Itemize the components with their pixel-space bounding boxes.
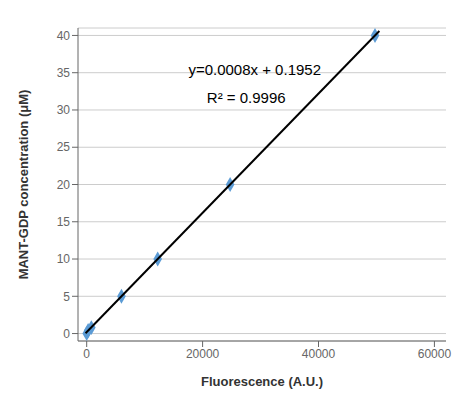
svg-text:5: 5: [63, 290, 70, 304]
svg-text:Fluorescence (A.U.): Fluorescence (A.U.): [201, 374, 323, 389]
html-text:R² = 0.9996: R² = 0.9996: [206, 88, 286, 106]
svg-text:30: 30: [57, 103, 71, 117]
svg-text:40000: 40000: [302, 347, 336, 361]
svg-text:15: 15: [57, 215, 71, 229]
svg-text:10: 10: [57, 252, 71, 266]
svg-text:35: 35: [57, 66, 71, 80]
svg-text:20000: 20000: [186, 347, 220, 361]
svg-text:0: 0: [83, 347, 90, 361]
svg-text:20: 20: [57, 178, 71, 192]
svg-text:40: 40: [57, 29, 71, 43]
svg-text:60000: 60000: [418, 347, 452, 361]
svg-text:0: 0: [63, 327, 70, 341]
svg-text:25: 25: [57, 140, 71, 154]
svg-text:MANT-GDP concentration (μM): MANT-GDP concentration (μM): [16, 90, 31, 280]
html-text:y=0.0008x + 0.1952: y=0.0008x + 0.1952: [188, 60, 321, 78]
